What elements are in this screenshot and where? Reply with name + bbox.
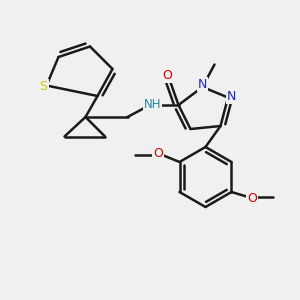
Text: O: O [163, 69, 172, 82]
Text: O: O [247, 191, 257, 205]
Text: NH: NH [144, 98, 161, 112]
Text: S: S [40, 80, 47, 94]
Text: N: N [227, 89, 236, 103]
Text: N: N [198, 78, 207, 91]
Text: O: O [153, 147, 163, 161]
